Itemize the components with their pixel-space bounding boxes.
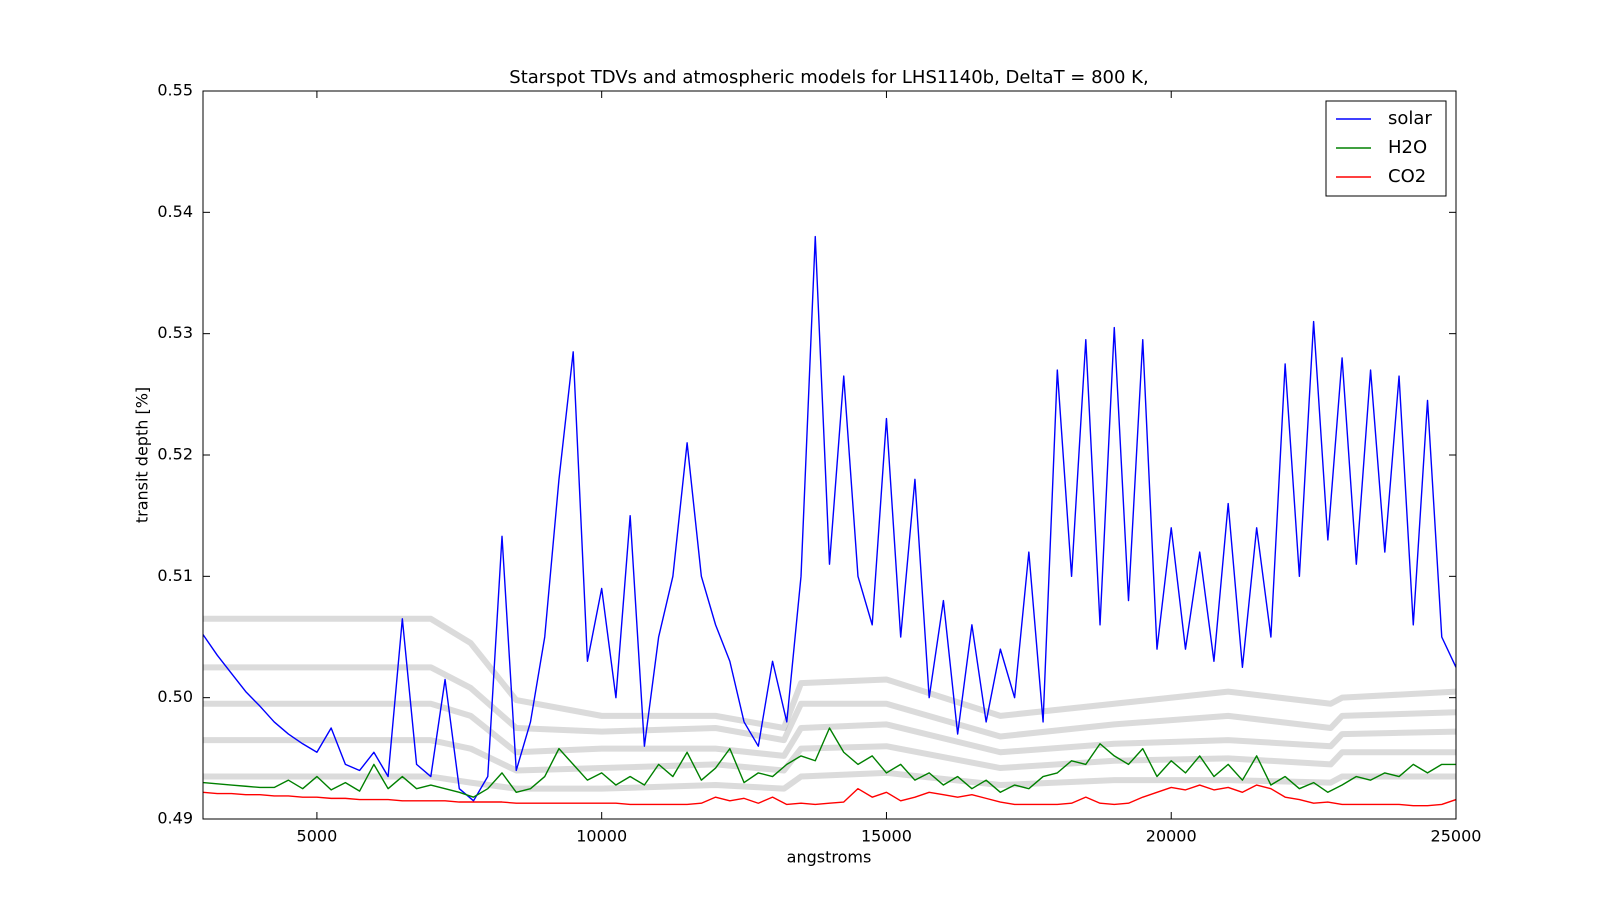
series-line bbox=[203, 784, 1456, 807]
x-tick-label: 5000 bbox=[297, 827, 338, 846]
y-tick-label: 0.51 bbox=[157, 566, 193, 585]
x-tick-label: 10000 bbox=[576, 827, 627, 846]
model-band-line bbox=[203, 615, 1456, 731]
y-tick-label: 0.55 bbox=[157, 81, 193, 100]
legend-label: H2O bbox=[1388, 137, 1427, 158]
x-tick-label: 20000 bbox=[1146, 827, 1197, 846]
x-tick-label: 15000 bbox=[861, 827, 912, 846]
y-tick-label: 0.49 bbox=[157, 809, 193, 828]
x-tick-label: 25000 bbox=[1431, 827, 1482, 846]
model-band-line bbox=[203, 737, 1456, 774]
y-tick-label: 0.52 bbox=[157, 445, 193, 464]
y-axis-label: transit depth [%] bbox=[133, 387, 152, 523]
y-tick-label: 0.54 bbox=[157, 202, 193, 221]
legend-label: CO2 bbox=[1388, 166, 1426, 187]
chart-title: Starspot TDVs and atmospheric models for… bbox=[509, 67, 1148, 88]
axes-frame bbox=[202, 90, 1457, 820]
model-band-line bbox=[203, 664, 1456, 744]
legend-label: solar bbox=[1388, 108, 1432, 129]
plot-area bbox=[203, 235, 1456, 807]
y-tick-label: 0.53 bbox=[157, 323, 193, 342]
model-band-line bbox=[203, 700, 1456, 759]
series-line bbox=[203, 727, 1456, 798]
series-line bbox=[203, 235, 1456, 802]
x-axis-label: angstroms bbox=[787, 848, 872, 867]
y-tick-label: 0.50 bbox=[157, 687, 193, 706]
model-band-line bbox=[203, 769, 1456, 792]
